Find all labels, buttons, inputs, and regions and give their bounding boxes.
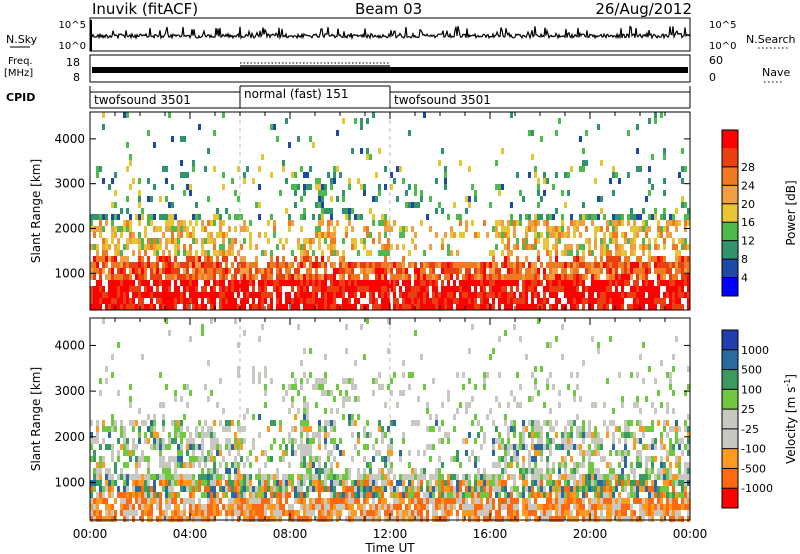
colorbar-tick-label: 24 — [741, 179, 755, 192]
velocity-cells — [90, 318, 690, 522]
freq-label: Freq. — [8, 56, 33, 67]
y-tick-label: 1000 — [54, 476, 85, 490]
colorbar-tick-label: -1000 — [741, 482, 773, 495]
x-tick-label: 16:00 — [473, 527, 508, 541]
y-tick-label: 4000 — [54, 338, 85, 352]
nsearch-tick-top: 10^5 — [709, 20, 736, 31]
colorbar-tick-label: -25 — [741, 423, 759, 436]
freq-tick-top: 18 — [66, 56, 80, 69]
x-tick-label: 20:00 — [573, 527, 608, 541]
colorbar-label: Power [dB] — [784, 180, 798, 245]
y-axis-label: Slant Range [km] — [29, 159, 43, 263]
nsky-series — [89, 25, 691, 41]
colorbar-tick-label: 1000 — [741, 344, 769, 357]
colorbar-swatch — [722, 240, 738, 260]
colorbar-tick-label: 8 — [741, 253, 748, 266]
nave-tick-bottom: 0 — [709, 71, 716, 84]
beam-title: Beam 03 — [355, 0, 423, 18]
nsearch-label: N.Search — [746, 33, 796, 46]
power-cells — [90, 112, 690, 310]
freq-tick-bottom: 8 — [73, 71, 80, 84]
colorbar-swatch — [722, 259, 738, 278]
x-tick-label: 00:00 — [73, 527, 108, 541]
y-tick-label: 2000 — [54, 221, 85, 235]
colorbar-tick-label: 16 — [741, 216, 755, 229]
colorbar-tick-label: -500 — [741, 462, 766, 475]
nsearch-tick-bottom: 10^0 — [709, 41, 736, 52]
colorbar-swatch — [722, 203, 738, 223]
freq-panel — [89, 54, 691, 83]
colorbar-swatch — [722, 330, 738, 350]
colorbar-swatch — [722, 468, 738, 489]
cpid-segment-label: twofsound 3501 — [94, 93, 191, 107]
station-title: Inuvik (fitACF) — [92, 0, 199, 18]
x-tick-label: 04:00 — [173, 527, 208, 541]
colorbar-tick-label: 28 — [741, 161, 755, 174]
colorbar-swatch — [722, 448, 738, 469]
colorbar-swatch — [722, 409, 738, 429]
power-panel: 1000 2000 3000 4000 Slant Range [km] — [29, 111, 691, 311]
colorbar-swatch — [722, 166, 738, 186]
y-tick-label: 2000 — [54, 430, 85, 444]
colorbar-swatch — [722, 349, 738, 370]
colorbar-swatch — [722, 488, 738, 508]
colorbar-tick-label: 20 — [741, 198, 755, 211]
cpid-segment-label: twofsound 3501 — [394, 93, 491, 107]
colorbar-tick-label: 25 — [741, 403, 755, 416]
velocity-panel: 1000 2000 3000 4000 Slant Range [km] 00:00 04:… — [29, 317, 708, 554]
freq-series — [92, 67, 688, 73]
colorbar-swatch — [722, 277, 738, 296]
colorbar-swatch — [722, 389, 738, 410]
colorbar-tick-label: 4 — [741, 272, 748, 285]
nsky-tick-bottom: 10^0 — [59, 41, 86, 52]
nsky-label: N.Sky — [6, 33, 38, 46]
velocity-colorbar: -1000 -500 -100 -25 25 100 500 1000 Velocity [m … — [721, 329, 798, 509]
cpid-segment-label: normal (fast) 151 — [244, 87, 348, 101]
nave-tick-top: 60 — [709, 54, 723, 67]
colorbar-tick-label: 100 — [741, 383, 762, 396]
y-tick-label: 4000 — [54, 132, 85, 146]
y-tick-label: 3000 — [54, 384, 85, 398]
nave-label: Nave — [762, 66, 790, 79]
nsky-tick-top: 10^5 — [59, 20, 86, 31]
colorbar-swatch — [722, 185, 738, 204]
colorbar-swatch — [722, 222, 738, 241]
colorbar-label: Velocity [m s-1] — [783, 374, 798, 464]
x-tick-label: 00:00 — [673, 527, 708, 541]
colorbar-swatch — [722, 428, 738, 449]
freq-unit-label: [MHz] — [4, 68, 33, 79]
y-axis-label: Slant Range [km] — [29, 367, 43, 471]
power-colorbar: 4 8 12 16 20 24 28 Power [dB] — [721, 129, 798, 297]
x-axis-label: Time UT — [364, 541, 415, 554]
colorbar-swatch — [722, 369, 738, 390]
y-tick-label: 3000 — [54, 177, 85, 191]
colorbar-swatch — [722, 130, 738, 149]
colorbar-tick-label: -100 — [741, 443, 766, 456]
y-tick-label: 1000 — [54, 266, 85, 280]
x-tick-label: 08:00 — [273, 527, 308, 541]
date-title: 26/Aug/2012 — [595, 0, 692, 18]
cpid-label: CPID — [6, 91, 35, 104]
cpid-panel: twofsound 3501 normal (fast) 151 twofsound… — [89, 85, 691, 109]
colorbar-tick-label: 500 — [741, 364, 762, 377]
x-tick-label: 12:00 — [373, 527, 408, 541]
colorbar-swatch — [722, 148, 738, 167]
colorbar-tick-label: 12 — [741, 235, 755, 248]
